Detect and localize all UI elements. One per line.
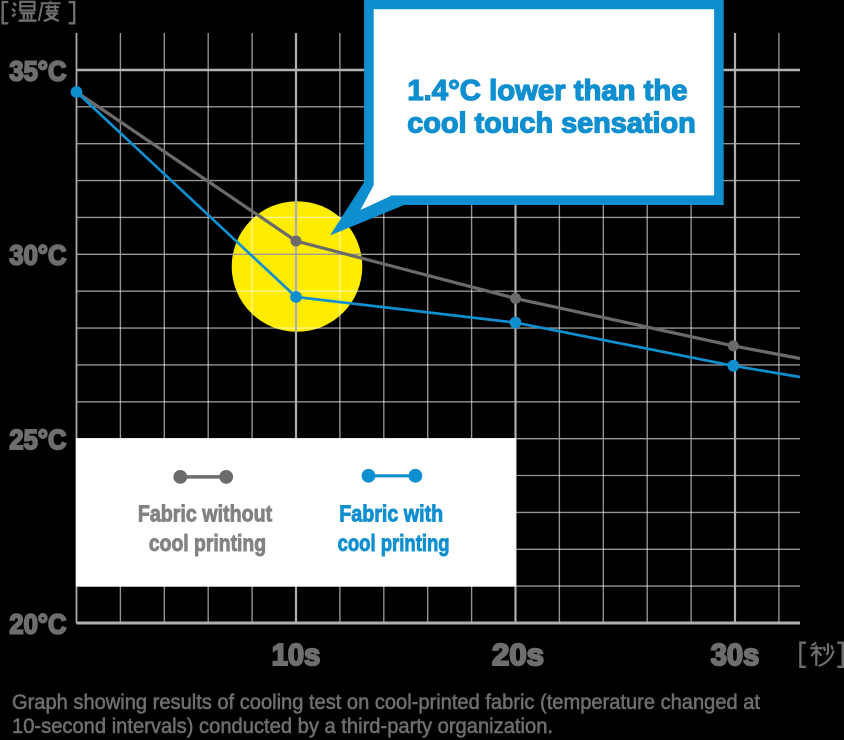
svg-text:20°C: 20°C — [9, 608, 66, 639]
svg-text:Fabric without: Fabric without — [138, 501, 272, 527]
svg-text:Graph showing results of cooli: Graph showing results of cooling test on… — [12, 691, 760, 714]
svg-text:1.4°C lower than the: 1.4°C lower than the — [407, 75, 687, 107]
svg-text:10s: 10s — [272, 637, 321, 672]
svg-text:cool touch sensation: cool touch sensation — [407, 107, 696, 139]
svg-text:cool printing: cool printing — [338, 530, 450, 556]
svg-text:10-second intervals) conducted: 10-second intervals) conducted by a thir… — [12, 715, 553, 738]
svg-text:25°C: 25°C — [9, 424, 66, 455]
svg-text:cool printing: cool printing — [149, 530, 266, 556]
svg-text:35°C: 35°C — [9, 55, 66, 86]
svg-text:30°C: 30°C — [9, 240, 66, 271]
svg-text:Fabric with: Fabric with — [339, 501, 443, 527]
svg-text:20s: 20s — [492, 637, 544, 672]
svg-text:30s: 30s — [711, 637, 760, 672]
